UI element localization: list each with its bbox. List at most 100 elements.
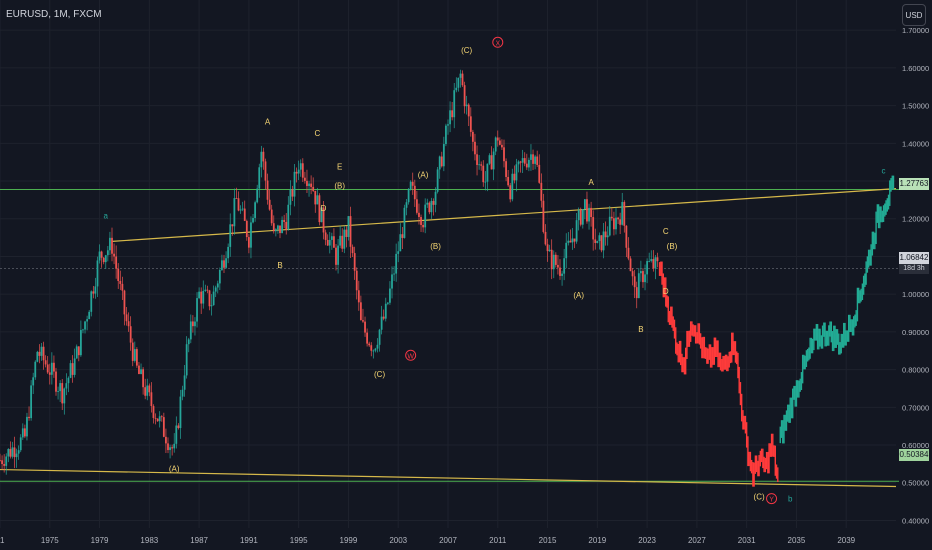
candle-body (260, 151, 263, 168)
candle-body (600, 235, 603, 251)
candle-body (523, 158, 526, 164)
candle-body (279, 225, 281, 234)
candle-body (411, 181, 414, 186)
candle-body (104, 255, 107, 263)
candle-body (152, 406, 155, 418)
wave-label: A (265, 117, 271, 126)
candle-body (53, 362, 55, 372)
candle-body (117, 268, 120, 281)
candle-body (397, 251, 400, 254)
candle-body (308, 183, 310, 186)
candle-body (654, 257, 657, 269)
candle-body (48, 372, 51, 375)
candle-body (389, 288, 391, 303)
candle-body (243, 208, 246, 221)
candle-body (573, 238, 576, 242)
candle-body (154, 417, 157, 419)
candle-body (28, 416, 30, 419)
candle-body (96, 260, 99, 287)
candle-body (9, 449, 12, 457)
candle-body (517, 161, 520, 165)
candle-body (623, 202, 626, 226)
candle-body (133, 349, 136, 361)
candle-body (316, 195, 319, 205)
candle-body (534, 156, 537, 164)
candle-body (328, 239, 331, 246)
candle-body (229, 224, 232, 247)
candle-body (50, 362, 53, 375)
wave-label: E (337, 163, 342, 172)
candle-body (150, 392, 153, 407)
y-tick-label: 0.70000 (902, 403, 929, 412)
x-tick-label: 1987 (190, 536, 208, 545)
candle-body (364, 321, 366, 333)
candle-body (214, 287, 217, 292)
candle-body (457, 77, 460, 88)
candle-body (430, 200, 433, 213)
candle-body (102, 257, 105, 263)
candle-body (233, 198, 236, 227)
candle-body (650, 259, 653, 261)
wave-label: (B) (667, 242, 678, 251)
candle-body (418, 212, 420, 217)
candle-body (476, 154, 478, 165)
candle-body (75, 346, 78, 359)
candle-body (642, 271, 644, 283)
candle-body (615, 217, 617, 230)
candle-body (422, 224, 425, 228)
candle-body (405, 202, 408, 208)
candle-body (469, 116, 472, 132)
candle-body (46, 364, 49, 373)
candle-body (30, 385, 33, 419)
x-axis: 71 1975 1979 1983 1987 1991 1995 1999 2003 2007 20… (0, 536, 856, 545)
candle-body (254, 202, 257, 218)
x-tick-label: 1975 (41, 536, 59, 545)
candle-body (187, 339, 190, 345)
candle-body (146, 385, 149, 396)
candle-body (295, 171, 298, 174)
candle-body (268, 199, 271, 210)
candle-body (465, 104, 468, 107)
candle-body (235, 198, 238, 199)
candle-body (13, 447, 16, 458)
candle-body (467, 104, 470, 117)
symbol-title[interactable]: EURUSD, 1M, FXCM (6, 9, 102, 20)
candle-body (306, 180, 308, 186)
candle-body (100, 251, 103, 258)
candle-body (343, 229, 346, 249)
candle-body (210, 305, 213, 307)
candle-body (550, 249, 553, 270)
candles (0, 69, 659, 475)
candle-body (567, 240, 570, 243)
candle-body (501, 144, 503, 148)
candle-body (11, 447, 14, 457)
candle-body (337, 245, 339, 265)
candle-body (393, 273, 395, 275)
candle-body (613, 218, 615, 230)
wave-label: B (277, 261, 282, 270)
candle-body (148, 385, 151, 393)
candle-body (258, 167, 261, 189)
candle-body (527, 159, 530, 168)
candle-body (88, 311, 91, 320)
x-tick-label: 2011 (489, 536, 507, 545)
wave-label: W (407, 353, 414, 360)
candle-body (490, 155, 493, 170)
candle-body (241, 208, 244, 210)
candle-body (633, 276, 636, 288)
candle-body (0, 460, 1, 461)
candle-body (409, 181, 412, 190)
candle-body (198, 291, 201, 299)
candle-body (293, 171, 296, 197)
currency-button[interactable]: USD (902, 4, 926, 26)
candle-body (586, 199, 588, 222)
candle-body (598, 235, 601, 242)
candle-body (289, 189, 292, 205)
candle-body (185, 344, 188, 376)
candle-body (221, 260, 223, 270)
candle-body (65, 383, 68, 389)
candle-body (92, 291, 95, 294)
candle-body (111, 237, 113, 254)
candle-body (571, 238, 574, 243)
